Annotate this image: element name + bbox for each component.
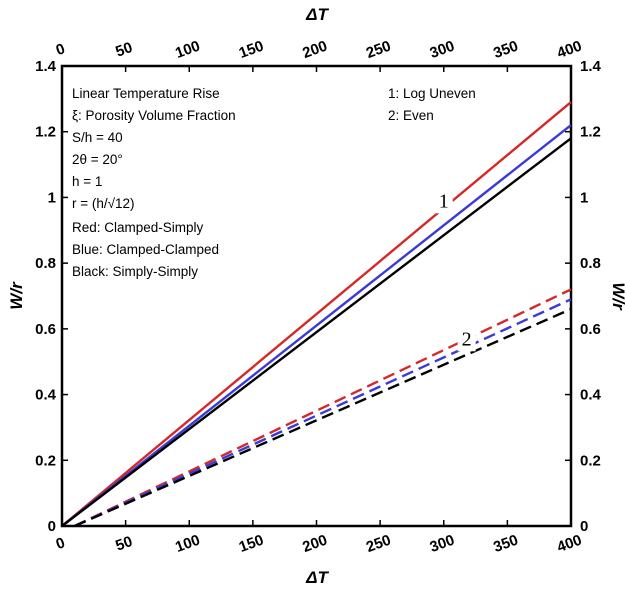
- x-axis-title-top: ΔT: [305, 5, 329, 24]
- annotation-line-7: Red: Clamped-Simply: [72, 220, 204, 235]
- y-tick-label-right: 1.2: [580, 124, 601, 141]
- x-tick-label-bottom: 0: [54, 534, 68, 553]
- curve-label-backdrop: [457, 327, 476, 352]
- y-tick-label-left: 1.2: [35, 124, 56, 141]
- annotation-line-8: Blue: Clamped-Clamped: [72, 242, 219, 257]
- series-line-4-dashed: [74, 288, 572, 528]
- x-tick-label-top: 150: [237, 38, 266, 63]
- x-tick-label-bottom: 300: [428, 532, 457, 557]
- x-tick-label-bottom: 350: [491, 532, 520, 557]
- plot-frame: [60, 64, 573, 528]
- x-tick-label-top: 50: [113, 39, 134, 61]
- y-tick-label-left: 0: [48, 518, 56, 535]
- x-tick-label-bottom: 200: [300, 532, 329, 557]
- x-axis-title-bottom: ΔT: [305, 568, 329, 587]
- legend-line-1: 1: Log Uneven: [388, 86, 476, 101]
- y-tick-label-right: 0.2: [580, 452, 601, 469]
- annotation-line-9: Black: Simply-Simply: [72, 264, 198, 279]
- x-tick-label-bottom: 100: [173, 532, 202, 557]
- series-layer: [61, 101, 572, 528]
- curve-label-2: 2: [462, 328, 472, 350]
- y-tick-label-right: 1: [580, 189, 588, 206]
- series-line-1-solid: [61, 101, 572, 527]
- y-tick-label-left: 0.2: [35, 452, 56, 469]
- annotation-line-5: h = 1: [72, 174, 102, 189]
- series-line-6-dashed: [74, 308, 572, 528]
- x-tick-label-bottom: 150: [237, 532, 266, 557]
- x-tick-label-top: 350: [491, 38, 520, 63]
- curve-label-backdrop: [434, 189, 453, 214]
- x-tick-label-bottom: 400: [555, 532, 584, 557]
- annotation-line-4: 2θ = 20°: [72, 152, 123, 167]
- y-tick-label-left: 1.4: [35, 58, 57, 75]
- annotation-line-6: r = (h/√12): [72, 196, 135, 211]
- series-line-5-dashed: [74, 298, 572, 528]
- y-tick-label-left: 1: [48, 189, 56, 206]
- y-tick-label-left: 0.6: [35, 321, 56, 338]
- y-axis-title-right: W/r: [609, 282, 625, 311]
- series-line-3-solid: [61, 137, 572, 527]
- legend-line-2: 2: Even: [388, 108, 434, 123]
- y-tick-label-right: 0.6: [580, 321, 601, 338]
- x-tick-label-bottom: 250: [364, 532, 393, 557]
- x-tick-label-top: 250: [364, 38, 393, 63]
- x-tick-label-bottom: 50: [113, 533, 134, 555]
- x-tick-label-top: 200: [300, 38, 329, 63]
- y-tick-label-right: 0: [580, 518, 588, 535]
- curve-label-1: 1: [439, 190, 449, 212]
- annotation-line-1: Linear Temperature Rise: [72, 86, 220, 101]
- label-layer: 12: [434, 189, 476, 352]
- y-tick-label-left: 0.8: [35, 255, 56, 272]
- tick-layer: 0050501001001501502002002502503003003503…: [35, 38, 601, 557]
- series-line-2-solid: [61, 124, 572, 527]
- x-tick-label-top: 300: [428, 38, 457, 63]
- annotation-line-3: S/h = 40: [72, 130, 123, 145]
- y-tick-label-right: 1.4: [580, 58, 602, 75]
- y-tick-label-left: 0.4: [35, 387, 57, 404]
- y-tick-label-right: 0.8: [580, 255, 601, 272]
- x-tick-label-top: 0: [54, 40, 68, 59]
- y-tick-label-right: 0.4: [580, 387, 602, 404]
- x-tick-label-top: 100: [173, 38, 202, 63]
- annotation-line-2: ξ: Porosity Volume Fraction: [72, 108, 236, 123]
- y-axis-title-left: W/r: [7, 281, 26, 310]
